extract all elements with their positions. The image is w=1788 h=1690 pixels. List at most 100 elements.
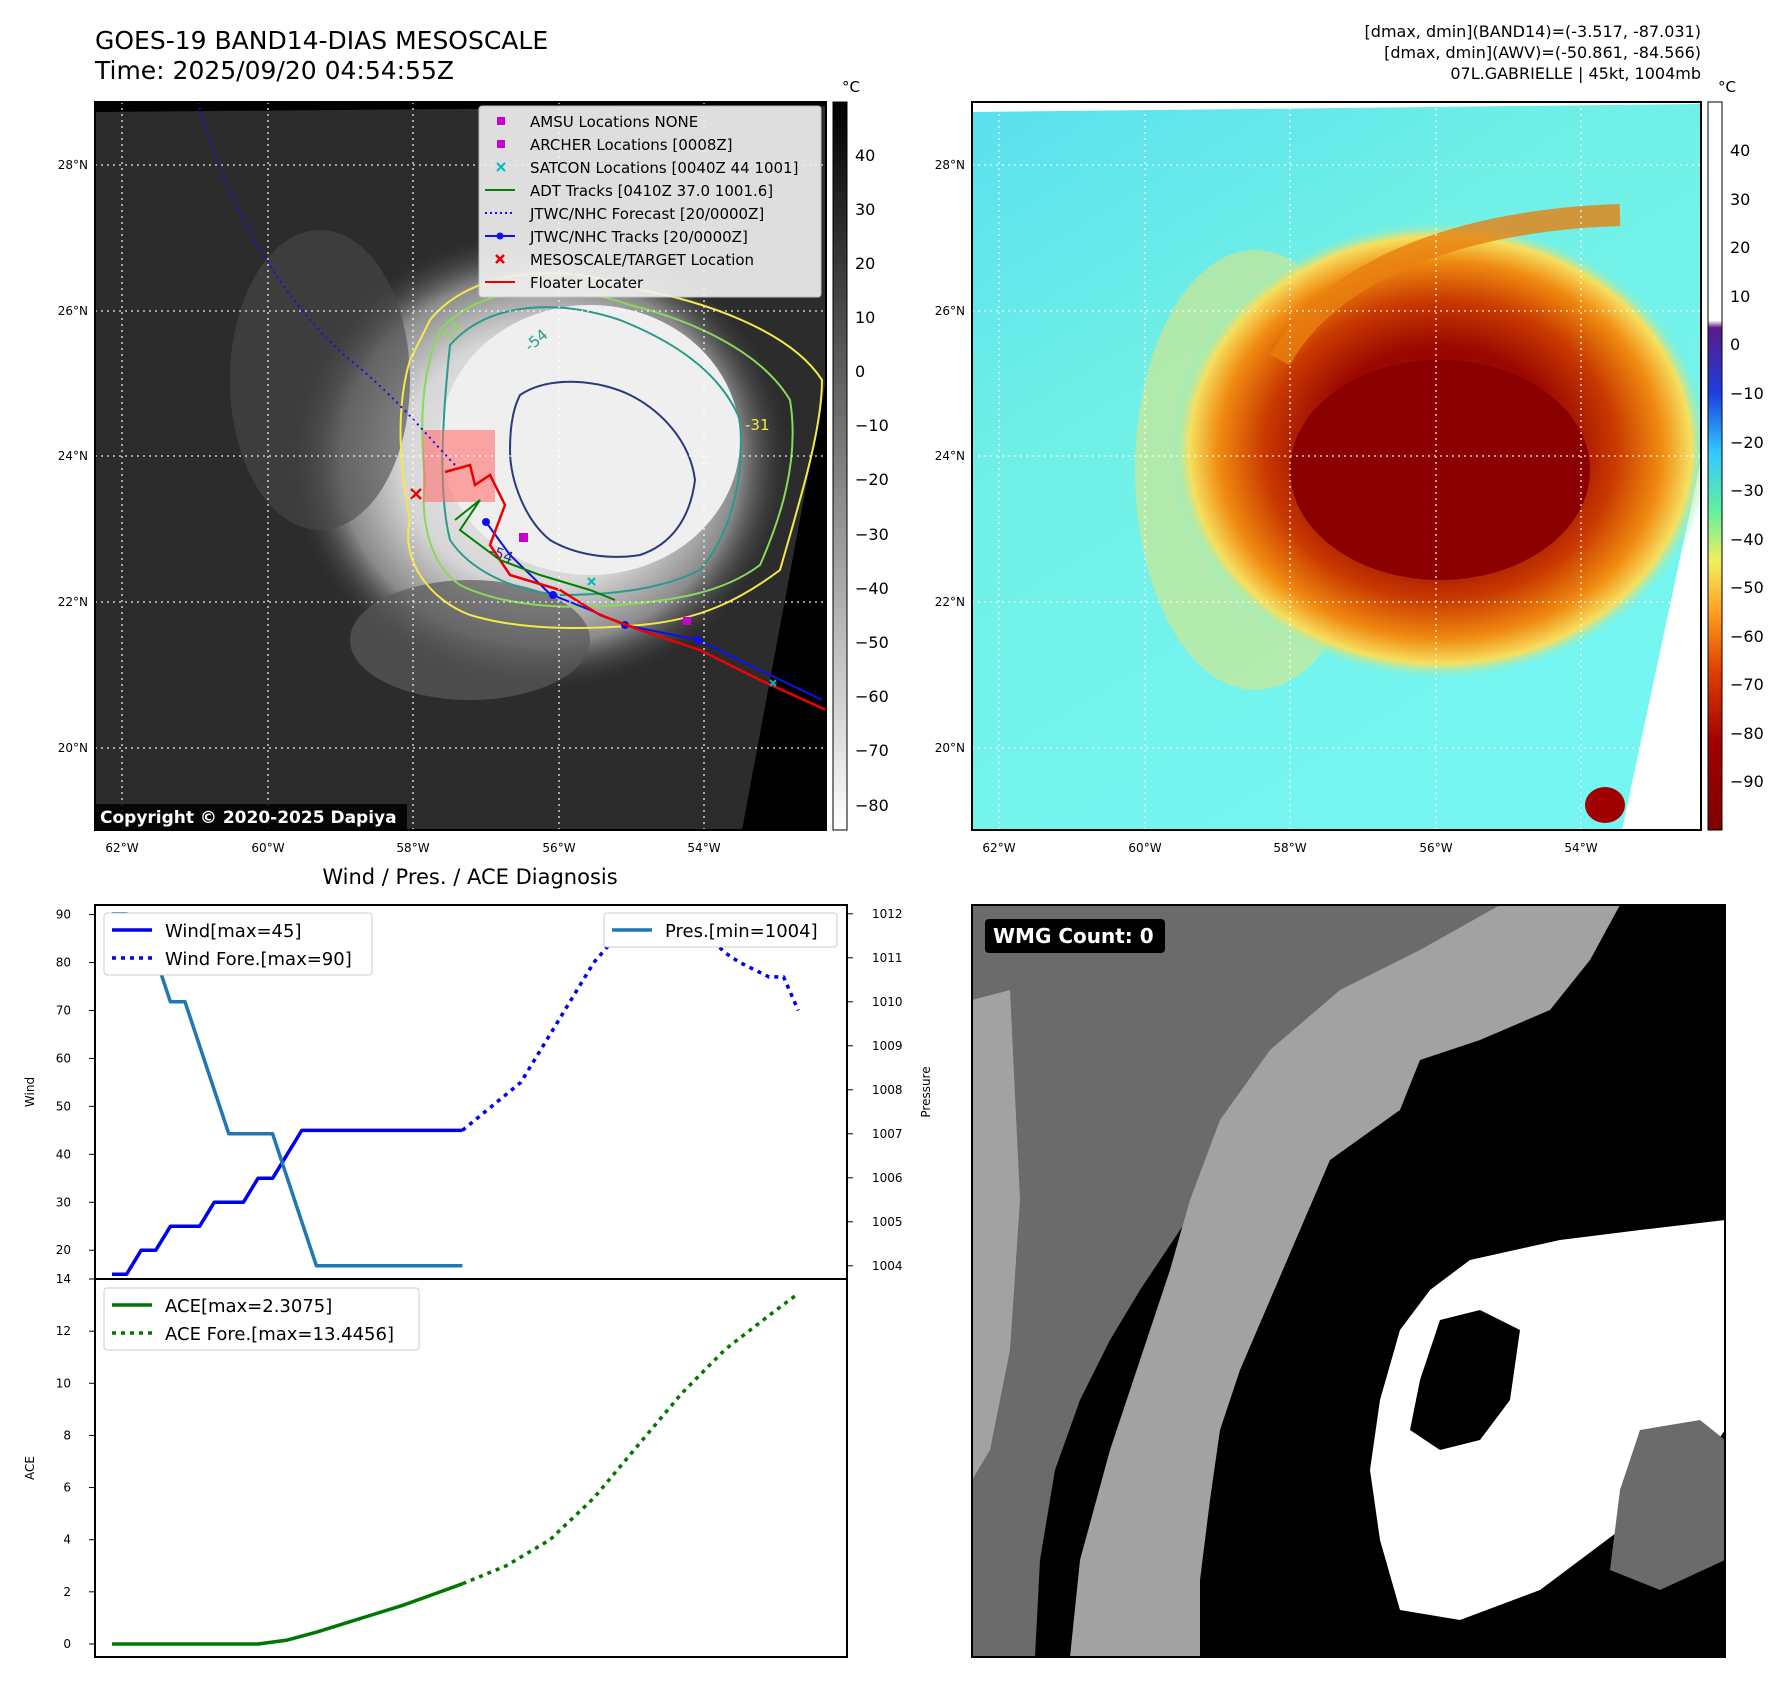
pressure-tick-label: 1011 xyxy=(872,951,903,965)
pressure-tick-label: 1007 xyxy=(872,1127,903,1141)
ir-colorbar-unit: °C xyxy=(842,78,860,96)
pressure-tick-label: 1009 xyxy=(872,1039,903,1053)
pressure-axis-label: Pressure xyxy=(919,1066,933,1117)
ace-legend-box xyxy=(103,1287,420,1351)
wmg-panel: WMG Count: 0 xyxy=(971,904,1726,1658)
ir-legend: AMSU Locations NONE ARCHER Locations [00… xyxy=(478,105,822,298)
wmg-gray-patch-west xyxy=(972,990,1020,1480)
pressure-tick-label: 1012 xyxy=(872,907,903,921)
archer-location xyxy=(683,617,691,625)
colorbar-tick: 40 xyxy=(1730,141,1750,160)
colorbar-tick: 30 xyxy=(1730,190,1750,209)
lon-label: 60°W xyxy=(251,841,284,855)
colorbar-tick: −60 xyxy=(855,687,889,706)
ir-colorbar xyxy=(832,101,848,831)
awv-frame xyxy=(971,101,1702,831)
wmg-dark-gray-region xyxy=(972,905,1620,1657)
colorbar-tick: −60 xyxy=(1730,627,1764,646)
ace-tick-label: 12 xyxy=(56,1324,71,1338)
ace-tick-label: 8 xyxy=(63,1428,71,1442)
awv-storm-core xyxy=(1290,360,1590,580)
wind-tick-label: 60 xyxy=(56,1051,71,1065)
colorbar-tick: −90 xyxy=(1730,772,1764,791)
legend-archer: ARCHER Locations [0008Z] xyxy=(530,136,733,154)
wind-tick-label: 20 xyxy=(56,1243,71,1257)
lon-label: 62°W xyxy=(982,841,1015,855)
awv-colorbar xyxy=(1707,101,1723,831)
wmg-label-box xyxy=(985,919,1165,953)
ace-legend: ACE[max=2.3075] ACE Fore.[max=13.4456] xyxy=(103,1287,420,1351)
info-storm: 07L.GABRIELLE | 45kt, 1004mb xyxy=(1450,64,1701,83)
pressure-legend-box xyxy=(603,912,838,948)
diagnosis-title: Wind / Pres. / ACE Diagnosis xyxy=(322,865,617,889)
target-location-marker xyxy=(410,488,422,500)
colorbar-tick: −50 xyxy=(1730,578,1764,597)
wind-tick-label: 30 xyxy=(56,1195,71,1209)
ir-cloud-band xyxy=(350,580,590,700)
wmg-black-island xyxy=(1410,1310,1520,1450)
ace-series xyxy=(112,1292,800,1646)
legend-amsu: AMSU Locations NONE xyxy=(530,113,698,131)
ace-forecast-line xyxy=(461,1292,800,1586)
figure-time: Time: 2025/09/20 04:54:55Z xyxy=(95,56,454,85)
wind-tick-label: 90 xyxy=(56,908,71,922)
lon-label: 58°W xyxy=(1273,841,1306,855)
pressure-tick-label: 1006 xyxy=(872,1171,903,1185)
copyright-box xyxy=(95,804,407,830)
wmg-gray-patch-se xyxy=(1610,1420,1725,1590)
legend-target: MESOSCALE/TARGET Location xyxy=(530,251,754,269)
legend-tracks: JTWC/NHC Tracks [20/0000Z] xyxy=(529,228,748,246)
lat-label: 26°N xyxy=(935,304,965,318)
legend-box xyxy=(478,105,822,298)
wmg-frame xyxy=(971,904,1726,1658)
ace-tick-label: 6 xyxy=(63,1481,71,1495)
pressure-line xyxy=(112,912,463,1268)
awv-gridlines xyxy=(972,102,1701,830)
wind-fore-legend-label: Wind Fore.[max=90] xyxy=(165,949,352,970)
satcon-legend-marker xyxy=(496,162,506,172)
track-point xyxy=(482,518,490,526)
mesoscale-target-box xyxy=(423,430,495,502)
ir-frame xyxy=(94,101,827,831)
awv-colorbar-unit: °C xyxy=(1718,78,1736,96)
colorbar-tick: −80 xyxy=(855,796,889,815)
wind-axis-label: Wind xyxy=(23,1077,37,1107)
track-point xyxy=(549,591,557,599)
ir-no-data-right xyxy=(742,380,826,830)
legend-adt: ADT Tracks [0410Z 37.0 1001.6] xyxy=(530,182,773,200)
lon-label: 56°W xyxy=(542,841,575,855)
colorbar-tick: 20 xyxy=(1730,238,1750,257)
awv-lat-labels: 28°N 26°N 24°N 22°N 20°N xyxy=(935,158,965,755)
lon-label: 54°W xyxy=(687,841,720,855)
wind-tick-label: 40 xyxy=(56,1147,71,1161)
lon-label: 56°W xyxy=(1419,841,1452,855)
adt-track xyxy=(454,499,616,601)
lat-label: 28°N xyxy=(935,158,965,172)
ir-cloud-inner xyxy=(440,305,740,575)
ace-line xyxy=(112,1582,463,1646)
lat-label: 28°N xyxy=(58,158,88,172)
colorbar-tick: 10 xyxy=(1730,287,1750,306)
contour-navy xyxy=(508,380,697,558)
legend-floater: Floater Locater xyxy=(530,274,644,292)
ir-lat-labels: 28°N 26°N 24°N 22°N 20°N xyxy=(58,158,88,755)
contour-label-3: -31 xyxy=(745,416,770,434)
pressure-ticks: 1004 1005 1006 1007 1008 1009 1010 1011 1012 xyxy=(847,907,903,1273)
colorbar-tick: −70 xyxy=(1730,675,1764,694)
ace-tick-label: 14 xyxy=(56,1272,71,1286)
colorbar-tick: −10 xyxy=(1730,384,1764,403)
lat-label: 22°N xyxy=(58,595,88,609)
jtwc-forecast-track xyxy=(197,102,461,471)
lat-label: 20°N xyxy=(935,741,965,755)
lon-label: 62°W xyxy=(105,841,138,855)
track-point xyxy=(694,636,702,644)
info-awv-range: [dmax, dmin](AWV)=(-50.861, -84.566) xyxy=(1384,43,1701,62)
ace-tick-label: 10 xyxy=(56,1376,71,1390)
colorbar-tick: 10 xyxy=(855,308,875,327)
colorbar-tick: −30 xyxy=(1730,481,1764,500)
wind-legend: Wind[max=45] Wind Fore.[max=90] xyxy=(103,912,373,976)
awv-panel: 28°N 26°N 24°N 22°N 20°N 62°W 60°W 58°W … xyxy=(935,78,1764,855)
pressure-legend-label: Pres.[min=1004] xyxy=(665,921,818,942)
colorbar-tick: −30 xyxy=(855,525,889,544)
pressure-tick-label: 1005 xyxy=(872,1215,903,1229)
